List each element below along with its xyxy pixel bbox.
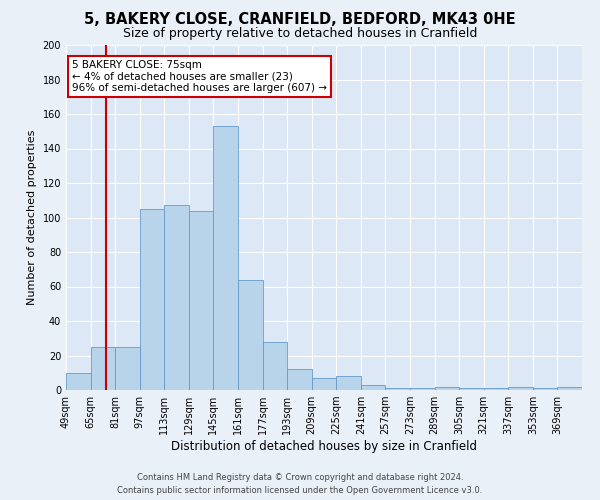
Bar (115, 347, 140, 390)
Bar (508, 386, 533, 390)
X-axis label: Distribution of detached houses by size in Cranfield: Distribution of detached houses by size … (171, 440, 477, 453)
Text: Contains HM Land Registry data © Crown copyright and database right 2024.
Contai: Contains HM Land Registry data © Crown c… (118, 474, 482, 495)
Bar (214, 126, 238, 390)
Bar (484, 388, 508, 390)
Bar (287, 370, 312, 390)
Bar (533, 388, 557, 390)
Bar (385, 388, 410, 390)
Bar (557, 386, 582, 390)
Bar (189, 210, 214, 390)
Bar (263, 342, 287, 390)
Bar (66, 373, 91, 390)
Y-axis label: Number of detached properties: Number of detached properties (27, 130, 37, 305)
Bar (91, 347, 115, 390)
Bar (312, 378, 336, 390)
Bar (459, 388, 484, 390)
Text: 5, BAKERY CLOSE, CRANFIELD, BEDFORD, MK43 0HE: 5, BAKERY CLOSE, CRANFIELD, BEDFORD, MK4… (84, 12, 516, 28)
Bar (164, 206, 189, 390)
Bar (336, 376, 361, 390)
Bar (434, 386, 459, 390)
Bar (140, 209, 164, 390)
Bar (410, 388, 434, 390)
Bar (238, 280, 263, 390)
Text: Size of property relative to detached houses in Cranfield: Size of property relative to detached ho… (123, 28, 477, 40)
Text: 5 BAKERY CLOSE: 75sqm
← 4% of detached houses are smaller (23)
96% of semi-detac: 5 BAKERY CLOSE: 75sqm ← 4% of detached h… (72, 60, 327, 94)
Bar (361, 385, 385, 390)
